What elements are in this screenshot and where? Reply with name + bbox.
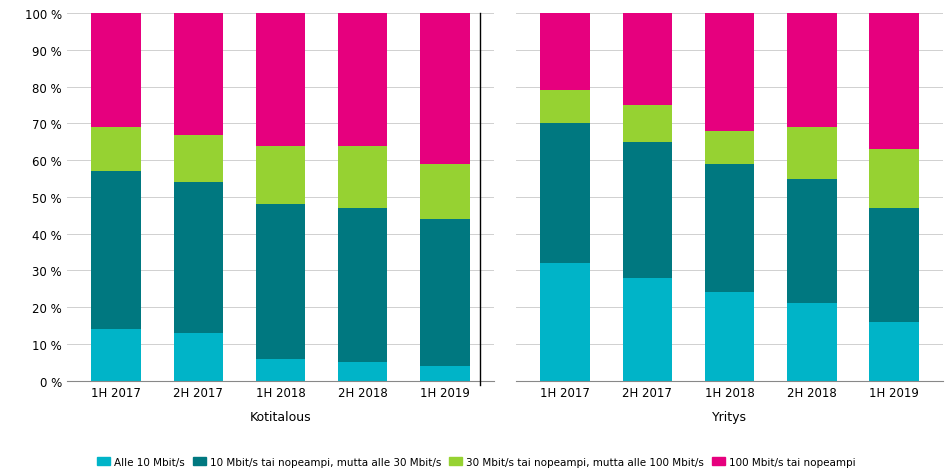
Bar <box>255 146 305 205</box>
Bar <box>173 183 223 333</box>
Bar <box>338 208 387 363</box>
Bar <box>786 304 836 381</box>
Bar <box>622 14 671 106</box>
Bar <box>786 14 836 128</box>
Bar <box>868 14 918 150</box>
Bar <box>786 179 836 304</box>
Bar <box>255 205 305 359</box>
Bar <box>540 264 589 381</box>
Bar <box>338 363 387 381</box>
Bar <box>622 143 671 278</box>
Bar <box>540 14 589 91</box>
Bar <box>173 14 223 135</box>
Bar <box>704 293 754 381</box>
Bar <box>173 135 223 183</box>
Bar <box>622 278 671 381</box>
Bar <box>868 322 918 381</box>
Bar <box>622 106 671 143</box>
Bar <box>338 146 387 208</box>
Bar <box>540 124 589 264</box>
Bar <box>173 333 223 381</box>
Bar <box>786 128 836 179</box>
Bar <box>91 172 141 329</box>
Bar <box>868 208 918 322</box>
Bar <box>338 14 387 146</box>
X-axis label: Yritys: Yritys <box>711 410 746 423</box>
Bar <box>420 219 469 366</box>
Bar <box>420 165 469 219</box>
Bar <box>255 14 305 146</box>
Bar <box>868 150 918 208</box>
Legend: Alle 10 Mbit/s, 10 Mbit/s tai nopeampi, mutta alle 30 Mbit/s, 30 Mbit/s tai nope: Alle 10 Mbit/s, 10 Mbit/s tai nopeampi, … <box>93 453 859 471</box>
Bar <box>91 14 141 128</box>
Bar <box>91 329 141 381</box>
Bar <box>255 359 305 381</box>
Bar <box>420 366 469 381</box>
Bar <box>704 165 754 293</box>
Bar <box>420 14 469 165</box>
Bar <box>91 128 141 172</box>
Bar <box>704 131 754 165</box>
Bar <box>704 14 754 131</box>
X-axis label: Kotitalous: Kotitalous <box>249 410 311 423</box>
Bar <box>540 91 589 124</box>
